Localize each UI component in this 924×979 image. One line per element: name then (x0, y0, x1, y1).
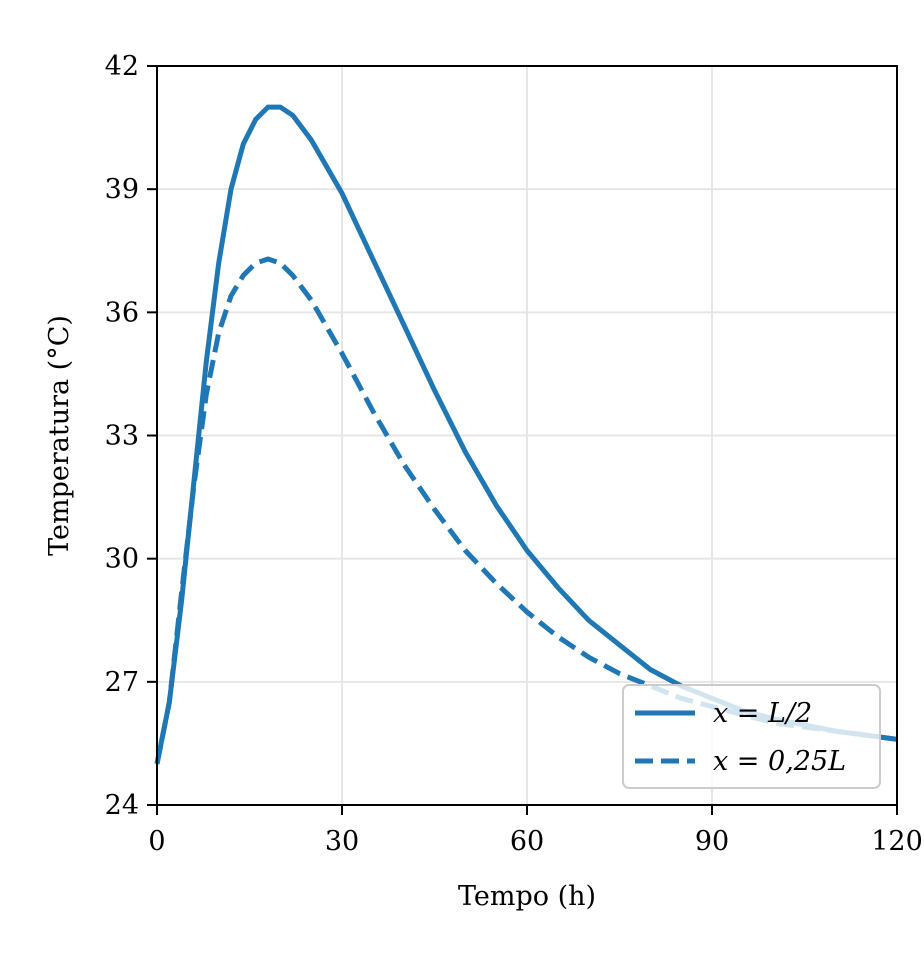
x-axis: 0 30 60 90 120 (148, 805, 923, 857)
y-tick-label: 39 (105, 174, 139, 205)
x-axis-label: Tempo (h) (458, 881, 596, 912)
legend: x = L/2 x = 0,25L (622, 684, 881, 789)
y-tick-label: 24 (105, 790, 139, 821)
y-axis: 24 27 30 33 36 39 42 (105, 51, 157, 821)
x-tick-label: 0 (148, 826, 165, 857)
y-tick-label: 27 (105, 667, 139, 698)
x-tick-label: 60 (510, 826, 544, 857)
legend-label: x = L/2 (713, 698, 812, 729)
y-tick-label: 36 (105, 297, 139, 328)
y-tick-label: 30 (105, 544, 139, 575)
x-tick-label: 90 (695, 826, 729, 857)
legend-label: x = 0,25L (713, 746, 846, 777)
x-tick-label: 30 (325, 826, 359, 857)
y-axis-label: Temperatura (°C) (44, 315, 75, 556)
y-tick-label: 33 (105, 421, 139, 452)
x-tick-label: 120 (871, 826, 923, 857)
y-tick-label: 42 (105, 51, 139, 82)
